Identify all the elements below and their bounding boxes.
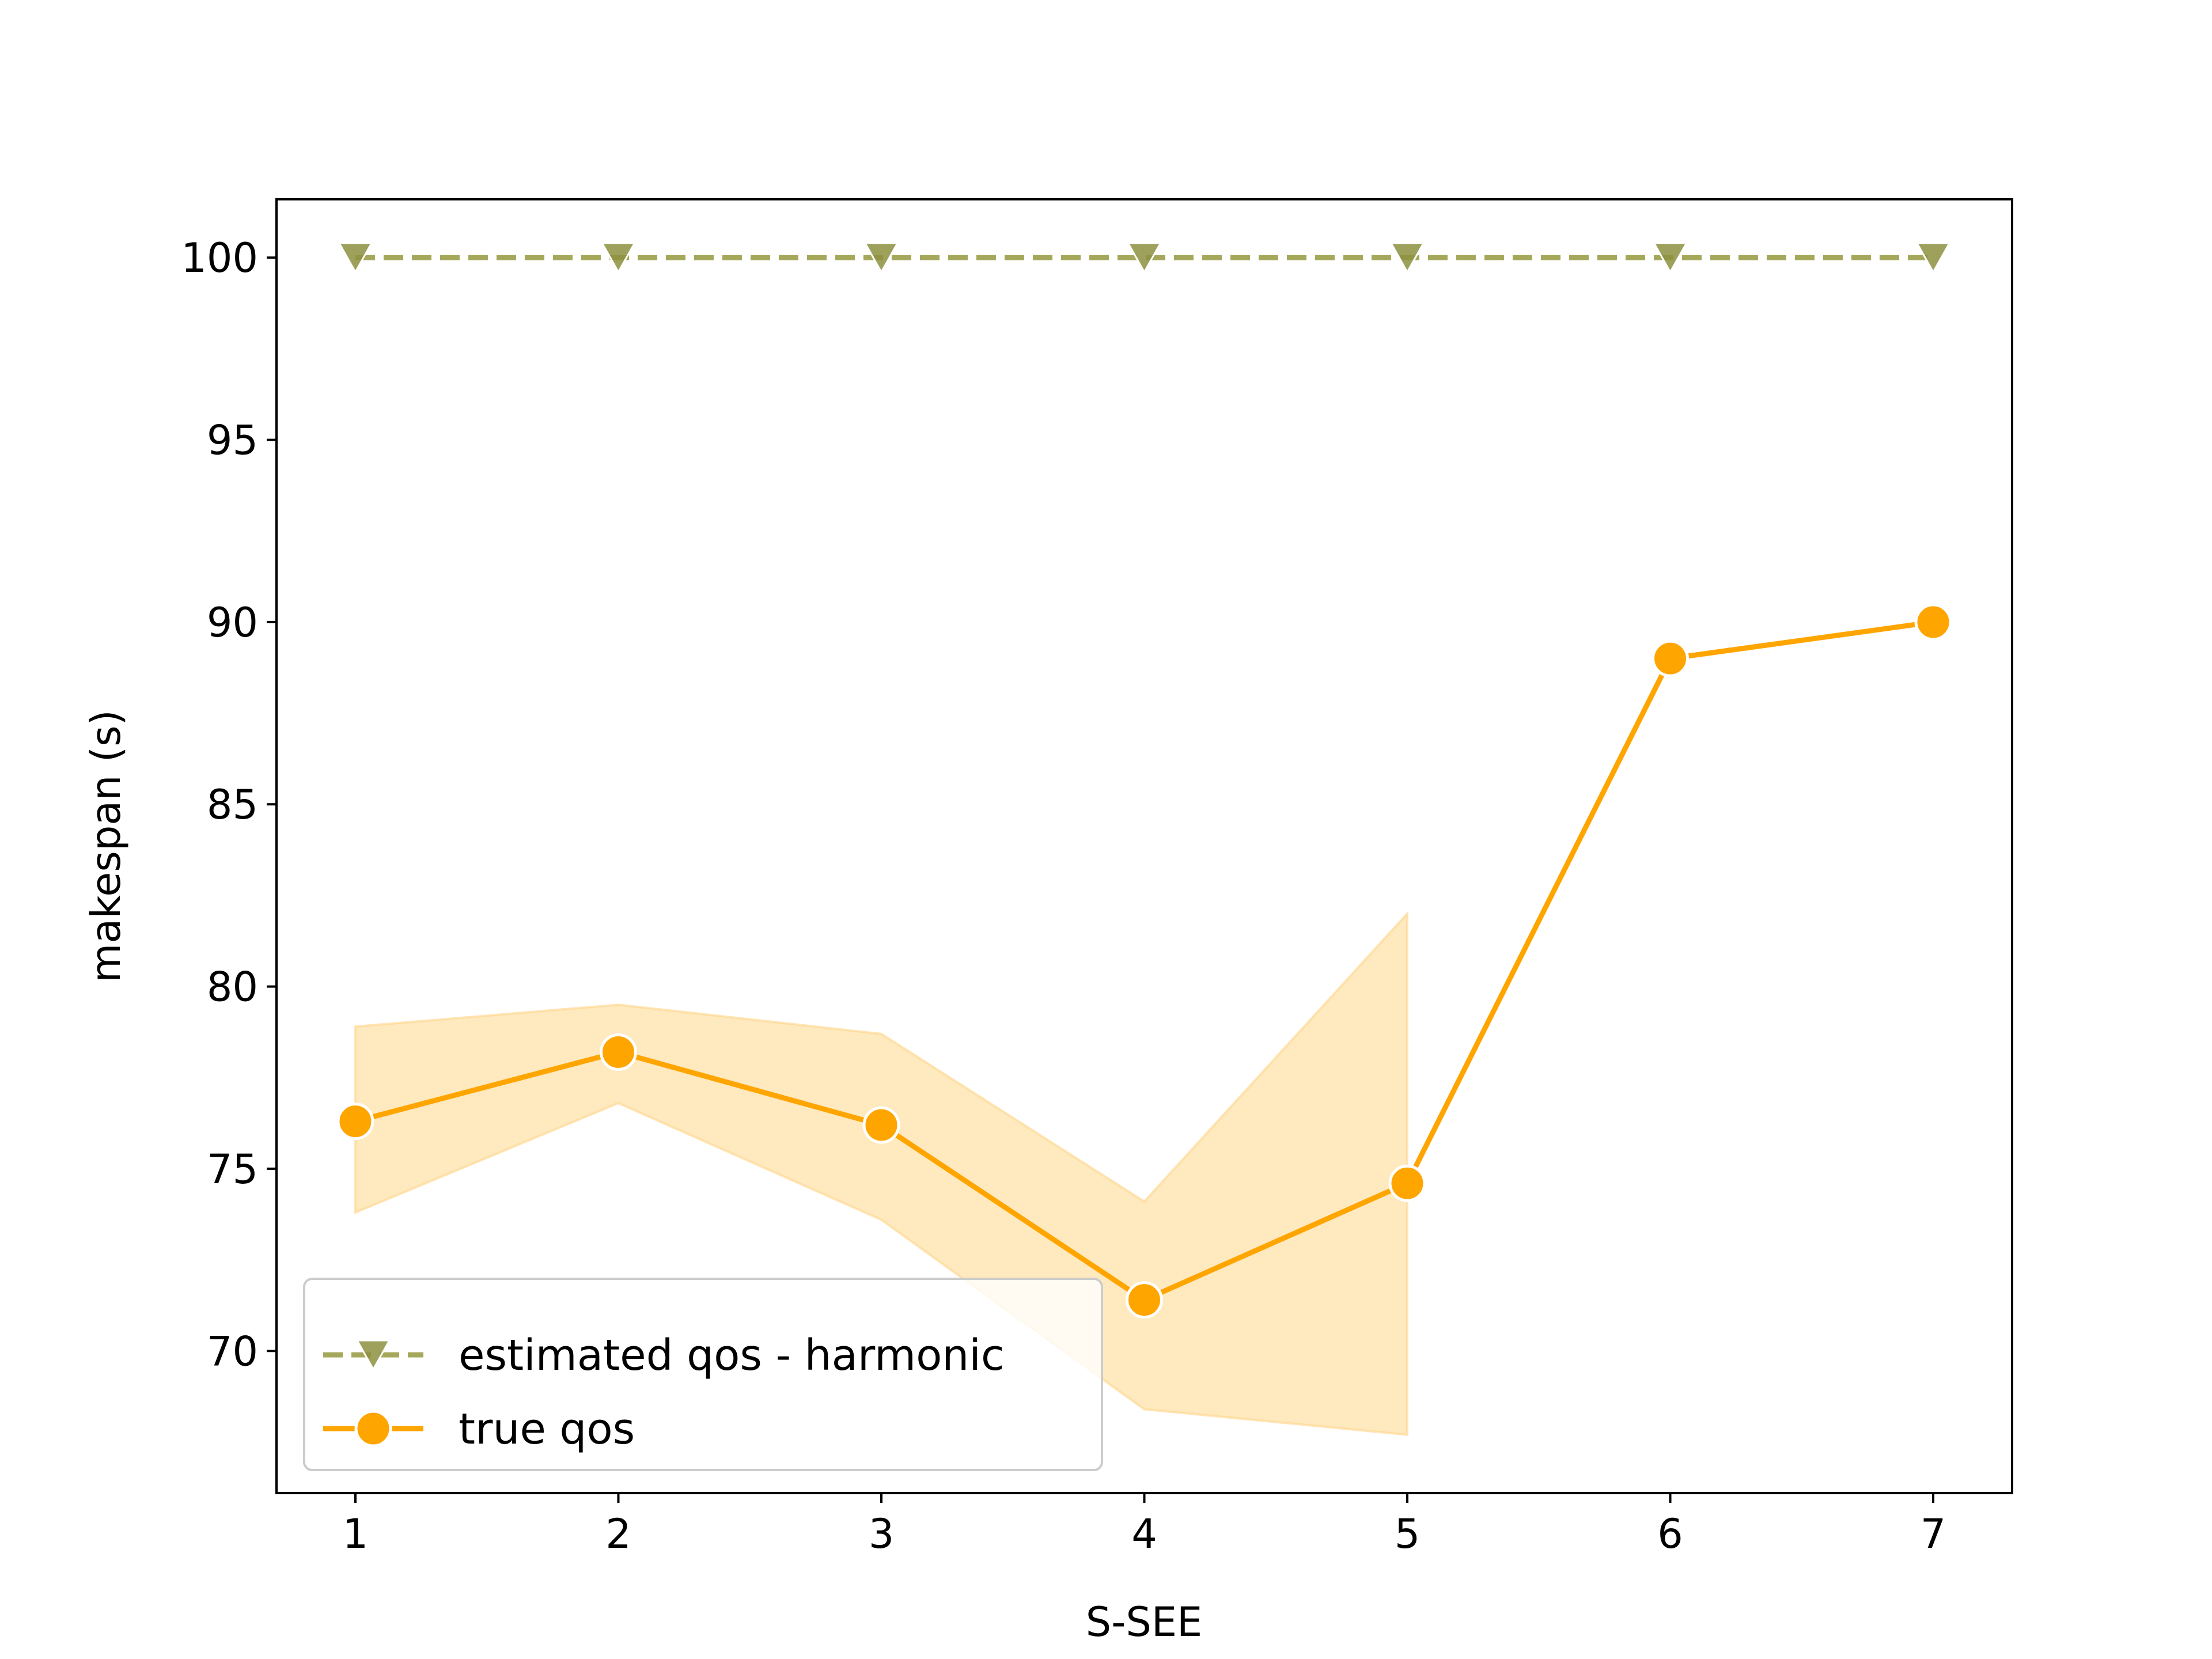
y-axis-title: makespan (s)	[82, 710, 130, 983]
legend-swatch-true-qos	[323, 1410, 423, 1448]
y-tick-label-90: 90	[207, 599, 258, 646]
legend-label-estimated: estimated qos - harmonic	[459, 1331, 1005, 1380]
y-tick-label-85: 85	[207, 781, 258, 828]
marker-estimated-1	[338, 242, 373, 274]
y-tick-label-70: 70	[207, 1328, 258, 1375]
y-tick-label-95: 95	[207, 417, 258, 464]
marker-true-qos-2	[599, 1033, 637, 1071]
legend: estimated qos - harmonic true qos	[303, 1278, 1103, 1471]
legend-label-true-qos: true qos	[459, 1404, 635, 1454]
y-tick-label-100: 100	[181, 234, 258, 282]
marker-estimated-6	[1652, 242, 1688, 274]
marker-true-qos-4	[1126, 1281, 1163, 1319]
marker-estimated-7	[1915, 242, 1951, 274]
x-tick-label-6: 6	[1657, 1510, 1683, 1558]
marker-true-qos-3	[862, 1106, 900, 1144]
x-tick-label-5: 5	[1395, 1510, 1421, 1558]
marker-estimated-2	[600, 242, 637, 274]
marker-true-qos-5	[1388, 1164, 1426, 1202]
x-axis-title: S-SEE	[1086, 1599, 1203, 1646]
x-tick-label-7: 7	[1921, 1510, 1946, 1558]
x-tick-label-2: 2	[605, 1510, 631, 1558]
legend-swatch-estimated	[323, 1339, 423, 1372]
marker-true-qos-6	[1652, 639, 1690, 677]
x-tick-label-4: 4	[1131, 1510, 1157, 1558]
marker-estimated-4	[1126, 242, 1162, 274]
legend-marker-true-qos	[354, 1410, 392, 1448]
marker-estimated-5	[1389, 242, 1425, 274]
marker-true-qos-1	[336, 1103, 374, 1141]
marker-true-qos-7	[1914, 603, 1952, 641]
x-tick-label-3: 3	[869, 1510, 895, 1558]
x-axis: 1 2 3 4 5 6 7	[343, 1493, 1946, 1558]
legend-marker-estimated	[355, 1339, 391, 1372]
y-tick-label-80: 80	[207, 964, 258, 1011]
y-axis: 70 75 80 85 90 95 100	[181, 234, 276, 1375]
x-tick-label-1: 1	[343, 1510, 369, 1558]
marker-estimated-3	[863, 242, 899, 274]
plot-area	[336, 242, 1952, 1436]
y-tick-label-75: 75	[207, 1146, 258, 1193]
legend-box	[303, 1278, 1103, 1471]
